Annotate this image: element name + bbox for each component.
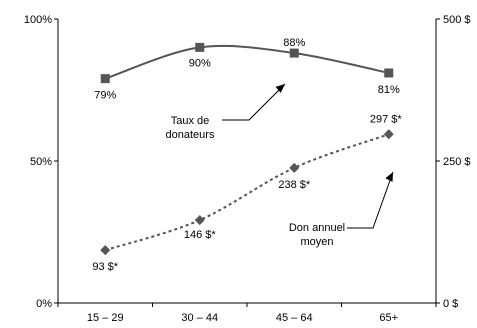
callout-arrow [347, 171, 394, 229]
series-callout-label: Taux de [171, 115, 210, 127]
chart-axes: 0% 50% 100% 0 $ 250 $ 500 $ 15 – 29 30 – 44 45 –… [24, 14, 471, 324]
right-tick-label: 250 $ [443, 156, 471, 168]
chart-callouts: Taux de donateurs Don annuel moyen [166, 83, 394, 248]
series-point [384, 68, 394, 78]
x-tick-label: 45 – 64 [276, 312, 313, 324]
series-line [104, 44, 389, 80]
x-tick-label: 30 – 44 [181, 312, 218, 324]
series-callout-label: donateurs [166, 129, 215, 141]
series-callout-label: moyen [300, 236, 333, 248]
data-label: 90% [189, 57, 211, 69]
arrowhead-icon [275, 84, 285, 93]
series-point [289, 162, 300, 173]
series-point [194, 215, 205, 226]
left-tick-label: 100% [24, 14, 52, 26]
series-line [104, 133, 390, 252]
arrowhead-icon [385, 172, 393, 182]
left-tick-label: 0% [36, 298, 52, 310]
x-tick-label: 65+ [379, 312, 398, 324]
right-tick-label: 0 $ [443, 298, 458, 310]
series-point [100, 245, 111, 256]
chart-series-layer [100, 42, 394, 256]
data-label: 88% [283, 37, 305, 49]
series-point [289, 48, 299, 58]
right-tick-label: 500 $ [443, 14, 471, 26]
series-point [383, 129, 394, 140]
series-point [100, 74, 110, 84]
x-tick-label: 15 – 29 [87, 312, 124, 324]
series-callout-label: Don annuel [289, 222, 345, 234]
data-label: 81% [378, 84, 400, 96]
data-label: 297 $* [370, 113, 403, 125]
data-label: 79% [94, 90, 116, 102]
data-label: 93 $* [92, 261, 118, 273]
callout-arrow [222, 83, 286, 121]
series-point [195, 42, 205, 52]
data-label: 146 $* [184, 229, 217, 241]
left-tick-label: 50% [30, 156, 52, 168]
chart-labels-layer: 79% 90% 88% 81% 93 $* 146 $* 238 $* 297 $* [92, 37, 402, 273]
data-label: 238 $* [278, 179, 311, 191]
